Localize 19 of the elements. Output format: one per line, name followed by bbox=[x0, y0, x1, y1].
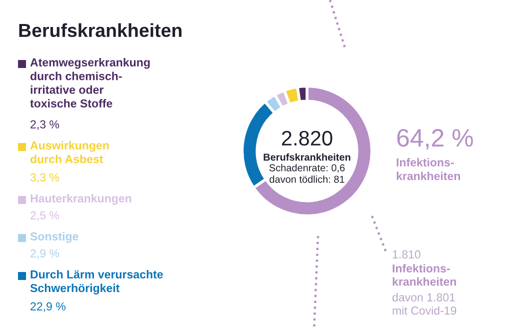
text: davon 1.801 mit Covid-19 bbox=[392, 293, 456, 315]
legend-label: Sonstige bbox=[30, 232, 78, 243]
data-label: 64,2 % bbox=[397, 129, 473, 150]
text: 2.820 bbox=[282, 130, 332, 146]
data-label: 22,9 % bbox=[30, 302, 66, 312]
text: Berufskrankheiten bbox=[264, 153, 350, 161]
text: Infektions- krankheiten bbox=[392, 264, 456, 286]
data-label: 2,5 % bbox=[30, 211, 60, 221]
legend-label: Durch Lärm verursachte Schwerhörigkeit bbox=[30, 270, 163, 294]
legend-label: Hauterkrankungen bbox=[30, 194, 132, 205]
slice-label: Infektions- krankheiten bbox=[396, 158, 460, 180]
data-label: 3,3 % bbox=[30, 173, 60, 183]
chart-title: Berufskrankheiten bbox=[19, 23, 182, 38]
text: Schadenrate: 0,6 davon tödlich: 81 bbox=[269, 164, 345, 183]
data-label: 2,3 % bbox=[30, 120, 60, 130]
text: 1.810 bbox=[392, 250, 420, 258]
data-label: 2,9 % bbox=[30, 249, 60, 259]
legend-label: Auswirkungen durch Asbest bbox=[30, 141, 109, 164]
legend-label: Atemwegserkrankung durch chemisch- irritative oder toxische Stoffe bbox=[30, 58, 150, 108]
